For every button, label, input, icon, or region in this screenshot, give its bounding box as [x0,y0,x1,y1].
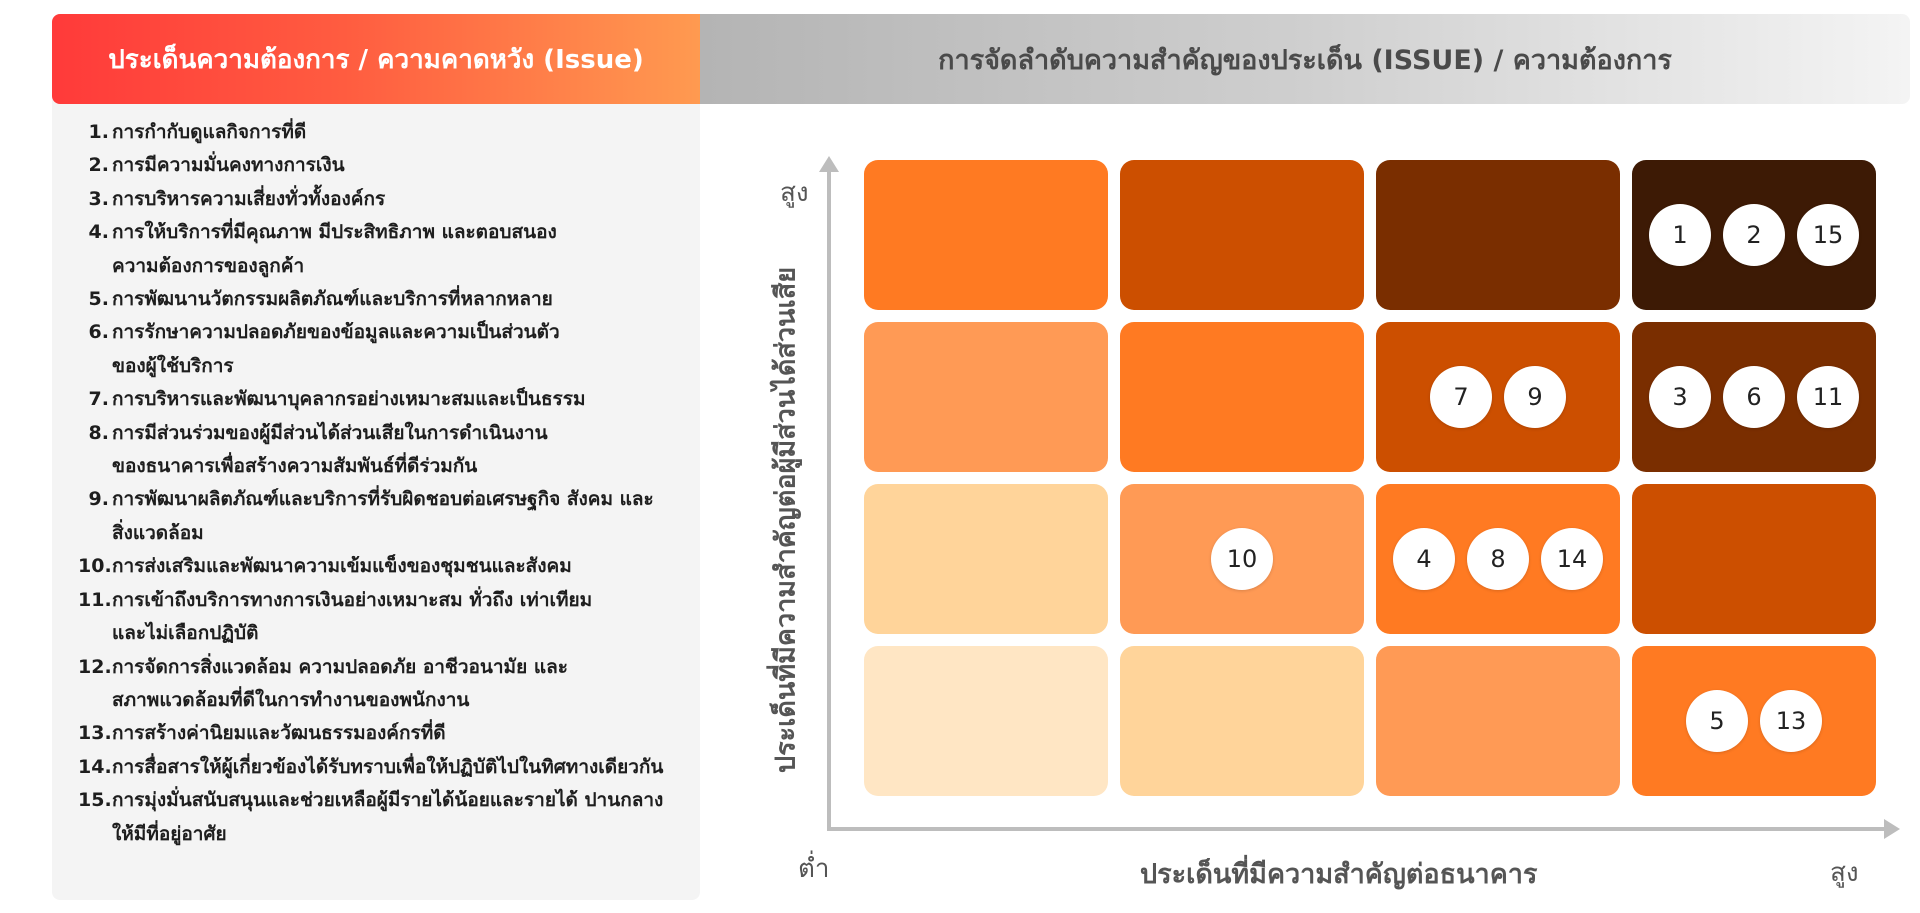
issue-text: การกำกับดูแลกิจการที่ดี [112,121,307,143]
issue-header-title: ประเด็นความต้องการ / ความคาดหวัง (Issue) [108,44,644,75]
issue-badge: 8 [1467,528,1529,590]
y-axis-title: ประเด็นที่มีความสำคัญต่อผู้มีส่วนได้ส่วน… [770,266,802,774]
issue-item: 12. การจัดการสิ่งแวดล้อม ความปลอดภัย อาชี… [78,651,688,718]
issue-text: การพัฒนาผลิตภัณฑ์และบริการที่รับผิดชอบต่… [112,488,654,544]
issue-item: 9. การพัฒนาผลิตภัณฑ์และบริการที่รับผิดชอบ… [78,483,688,550]
x-axis-title: ประเด็นที่มีความสำคัญต่อธนาคาร [1140,859,1538,890]
issue-item: 8. การมีส่วนร่วมของผู้มีส่วนได้ส่วนเสียใน… [78,417,688,484]
issue-item: 5. การพัฒนานวัตกรรมผลิตภัณฑ์และบริการที่ห… [78,283,688,316]
issue-list: 1. การกำกับดูแลกิจการที่ดี 2. การมีความมั่น… [78,116,688,851]
matrix-cell [1376,160,1620,310]
issue-number: 8. [88,421,109,444]
issue-header: ประเด็นความต้องการ / ความคาดหวัง (Issue) [52,14,700,104]
x-axis-line [827,827,1887,831]
matrix-cell: 3 6 11 [1632,322,1876,472]
issue-number: 1. [88,121,109,143]
matrix-cell: 1 2 15 [1632,160,1876,310]
issue-badge: 9 [1504,366,1566,428]
issue-text: การมุ่งมั่นสนับสนุนและช่วยเหลือผู้มีรายไ… [112,789,664,845]
issue-item: 14. การสื่อสารให้ผู้เกี่ยวข้องได้รับทราบเ… [78,751,688,784]
issue-number: 6. [88,321,109,344]
issue-number: 13. [78,722,112,745]
y-axis-arrow-icon [819,156,839,172]
matrix-cell [1632,484,1876,634]
issue-panel [52,14,700,900]
matrix-cell [864,646,1108,796]
matrix-cell: 10 [1120,484,1364,634]
issue-text: การสร้างค่านิยมและวัฒนธรรมองค์กรที่ดี [112,722,446,745]
issue-item: 2. การมีความมั่นคงทางการเงิน [78,149,688,182]
issue-text: การจัดการสิ่งแวดล้อม ความปลอดภัย อาชีวอน… [112,655,568,711]
issue-badge: 6 [1723,366,1785,428]
matrix-cell [864,484,1108,634]
issue-item: 3. การบริหารความเสี่ยงทั่วทั้งองค์กร [78,183,688,216]
issue-number: 9. [88,488,109,511]
issue-item: 4. การให้บริการที่มีคุณภาพ มีประสิทธิภาพ … [78,216,688,283]
matrix-cell [864,322,1108,472]
issue-item: 11. การเข้าถึงบริการทางการเงินอย่างเหมาะส… [78,584,688,651]
issue-text: การส่งเสริมและพัฒนาความเข้มแข็งของชุมชนแ… [112,555,572,578]
issue-text: การให้บริการที่มีคุณภาพ มีประสิทธิภาพ แล… [112,221,557,277]
y-axis-high-label: สูง [780,178,809,208]
issue-text: การรักษาความปลอดภัยของข้อมูลและความเป็นส… [112,321,560,377]
matrix-cell [1376,646,1620,796]
matrix-cell [1120,646,1364,796]
issue-item: 13. การสร้างค่านิยมและวัฒนธรรมองค์กรที่ดี [78,717,688,750]
issue-number: 12. [78,655,112,678]
issue-number: 4. [88,221,109,244]
issue-badge: 5 [1686,690,1748,752]
issue-number: 2. [88,154,109,177]
issue-badge: 4 [1393,528,1455,590]
x-axis-low-label: ต่ำ [798,854,830,884]
issue-text: การพัฒนานวัตกรรมผลิตภัณฑ์และบริการที่หลา… [112,288,553,311]
issue-item: 1. การกำกับดูแลกิจการที่ดี [78,116,688,149]
issue-badge: 14 [1541,528,1603,590]
issue-item: 7. การบริหารและพัฒนาบุคลากรอย่างเหมาะสมแล… [78,383,688,416]
issue-text: การมีส่วนร่วมของผู้มีส่วนได้ส่วนเสียในกา… [112,421,548,478]
y-axis-line [827,168,831,830]
issue-item: 6. การรักษาความปลอดภัยของข้อมูลและความเป็… [78,316,688,383]
issue-text: การมีความมั่นคงทางการเงิน [112,154,345,177]
x-axis-high-label: สูง [1830,858,1859,888]
issue-number: 3. [88,187,109,210]
issue-item: 15. การมุ่งมั่นสนับสนุนและช่วยเหลือผู้มีร… [78,784,688,851]
issue-text: การบริหารและพัฒนาบุคลากรอย่างเหมาะสมและเ… [112,388,586,411]
issue-badge: 15 [1797,204,1859,266]
issue-number: 5. [88,288,109,311]
matrix-cell [1120,322,1364,472]
priority-header-title: การจัดลำดับความสำคัญของประเด็น (ISSUE) /… [938,44,1672,76]
issue-badge: 13 [1760,690,1822,752]
issue-badge: 11 [1797,366,1859,428]
issue-badge: 7 [1430,366,1492,428]
issue-text: การสื่อสารให้ผู้เกี่ยวข้องได้รับทราบเพื่… [112,755,664,778]
matrix-cell: 4 8 14 [1376,484,1620,634]
matrix-cell [1120,160,1364,310]
x-axis-arrow-icon [1884,819,1900,839]
issue-number: 14. [78,755,112,778]
issue-badge: 2 [1723,204,1785,266]
issue-badge: 1 [1649,204,1711,266]
issue-number: 10. [78,555,112,578]
issue-badge: 3 [1649,366,1711,428]
issue-item: 10. การส่งเสริมและพัฒนาความเข้มแข็งของชุม… [78,550,688,583]
issue-text: การบริหารความเสี่ยงทั่วทั้งองค์กร [112,187,386,210]
issue-number: 15. [78,789,112,812]
issue-number: 7. [88,388,109,411]
issue-text: การเข้าถึงบริการทางการเงินอย่างเหมาะสม ท… [112,588,593,645]
issue-number: 11. [78,588,112,611]
matrix-cell: 5 13 [1632,646,1876,796]
issue-badge: 10 [1211,528,1273,590]
priority-header: การจัดลำดับความสำคัญของประเด็น (ISSUE) /… [700,14,1910,104]
matrix-cell [864,160,1108,310]
